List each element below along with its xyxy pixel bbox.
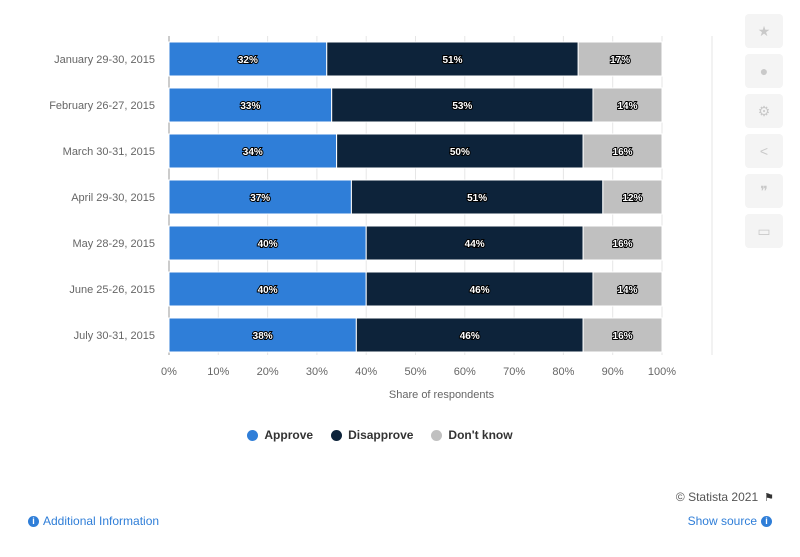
y-tick-label: June 25-26, 2015 xyxy=(69,284,155,296)
data-label: 37% xyxy=(250,193,270,204)
credit: © Statista 2021 ⚑ xyxy=(676,490,774,504)
bar-2 xyxy=(592,87,663,123)
show-source-link[interactable]: Show source i xyxy=(688,514,772,528)
bar-0 xyxy=(168,225,367,261)
bar-2 xyxy=(582,317,663,353)
sidebar-toolbar: ★ ● ⚙ < ❞ ▭ xyxy=(745,14,785,248)
legend-dot-approve xyxy=(247,429,259,441)
data-label: 16% xyxy=(613,331,633,342)
additional-info-link[interactable]: i Additional Information xyxy=(28,514,159,528)
data-label: 16% xyxy=(613,239,633,250)
x-tick-label: 30% xyxy=(306,366,328,378)
x-axis-title: Share of respondents xyxy=(389,389,495,401)
x-tick-label: 60% xyxy=(454,366,476,378)
bar-0 xyxy=(168,133,338,169)
y-tick-label: January 29-30, 2015 xyxy=(54,54,155,66)
x-tick-label: 20% xyxy=(257,366,279,378)
data-label: 14% xyxy=(617,285,637,296)
y-tick-label: July 30-31, 2015 xyxy=(74,330,155,342)
legend: Approve Disapprove Don't know xyxy=(0,428,760,442)
x-tick-label: 90% xyxy=(602,366,624,378)
bar-1 xyxy=(365,225,584,261)
bar-1 xyxy=(365,271,594,307)
x-tick-label: 70% xyxy=(503,366,525,378)
additional-info-label: Additional Information xyxy=(43,514,160,528)
legend-item-dont-know[interactable]: Don't know xyxy=(431,428,513,442)
chart-area: 0% 10% 20% 30% 40% 50% 60% 70% 80% 90% 100% January… xyxy=(49,36,713,401)
data-label: 46% xyxy=(470,285,490,296)
data-label: 44% xyxy=(465,239,485,250)
credit-text[interactable]: © Statista 2021 xyxy=(675,490,759,504)
x-tick-label: 10% xyxy=(207,366,229,378)
data-label: 12% xyxy=(622,193,642,204)
legend-label-approve: Approve xyxy=(264,428,314,442)
bar-2 xyxy=(582,225,663,261)
info-icon: i xyxy=(761,515,772,527)
legend-item-disapprove[interactable]: Disapprove xyxy=(331,428,413,442)
data-label: 51% xyxy=(467,193,487,204)
y-tick-label: March 30-31, 2015 xyxy=(63,146,155,158)
data-label: 33% xyxy=(240,101,260,112)
bar-2 xyxy=(582,133,663,169)
bar-0 xyxy=(168,179,352,215)
gear-icon[interactable]: ⚙ xyxy=(745,94,783,128)
star-icon[interactable]: ★ xyxy=(745,14,783,48)
x-tick-label: 0% xyxy=(161,366,177,378)
x-tick-label: 100% xyxy=(648,366,676,378)
bar-1 xyxy=(350,179,604,215)
x-tick-label: 80% xyxy=(552,366,574,378)
bell-icon[interactable]: ● xyxy=(745,54,783,88)
data-label: 34% xyxy=(243,147,263,158)
legend-label-dont-know: Don't know xyxy=(448,428,513,442)
bar-1 xyxy=(331,87,594,123)
bar-1 xyxy=(326,41,579,77)
legend-label-disapprove: Disapprove xyxy=(348,428,414,442)
quote-icon[interactable]: ❞ xyxy=(745,174,783,208)
flag-icon[interactable]: ⚑ xyxy=(764,491,774,504)
y-tick-label: February 26-27, 2015 xyxy=(49,100,155,112)
bar-2 xyxy=(602,179,663,215)
legend-dot-disapprove xyxy=(331,429,343,441)
data-label: 14% xyxy=(617,101,637,112)
bar-0 xyxy=(168,271,367,307)
bar-2 xyxy=(577,41,663,77)
print-icon[interactable]: ▭ xyxy=(745,214,783,248)
y-tick-label: May 28-29, 2015 xyxy=(72,238,155,250)
share-icon[interactable]: < xyxy=(745,134,783,168)
y-tick-label: April 29-30, 2015 xyxy=(71,192,155,204)
legend-item-approve[interactable]: Approve xyxy=(247,428,313,442)
x-tick-label: 40% xyxy=(355,366,377,378)
bar-0 xyxy=(168,317,357,353)
data-label: 16% xyxy=(613,147,633,158)
info-icon: i xyxy=(28,515,39,527)
bar-1 xyxy=(355,317,584,353)
data-label: 50% xyxy=(450,147,470,158)
data-label: 38% xyxy=(253,331,273,342)
data-label: 40% xyxy=(258,239,278,250)
bar-2 xyxy=(592,271,663,307)
data-label: 46% xyxy=(460,331,480,342)
x-tick-label: 50% xyxy=(404,366,426,378)
show-source-label: Show source xyxy=(687,514,757,528)
data-label: 17% xyxy=(610,55,630,66)
bar-0 xyxy=(168,87,333,123)
data-label: 53% xyxy=(452,101,472,112)
data-label: 40% xyxy=(258,285,278,296)
legend-dot-dont-know xyxy=(431,429,443,441)
data-label: 32% xyxy=(238,55,258,66)
data-label: 51% xyxy=(442,55,462,66)
